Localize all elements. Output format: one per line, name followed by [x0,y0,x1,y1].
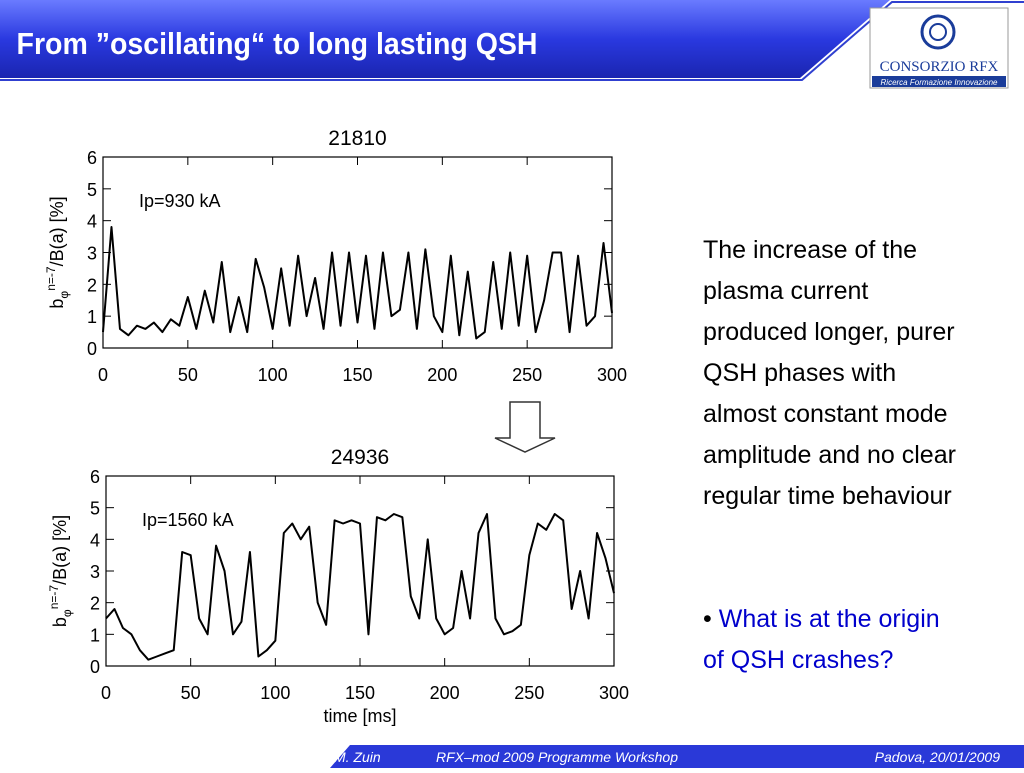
x-tick-label: 250 [514,683,544,703]
plot-frame [105,475,615,667]
body-text: plasma current [703,277,868,305]
bullet-text: • What is at the origin [703,605,940,633]
x-tick-label: 100 [258,365,288,385]
y-label-sub: φ [60,609,74,617]
y-tick-label: 6 [87,148,97,168]
y-tick-label: 4 [87,212,97,232]
chart-title: 21810 [328,127,386,150]
x-tick-label: 150 [342,365,372,385]
body-text: amplitude and no clear [703,441,956,469]
x-tick-label: 300 [597,365,627,385]
y-axis-label: bφn=-7/B(a) [%] [44,196,71,308]
x-tick-label: 50 [178,365,198,385]
annotation: Ip=1560 kA [142,510,234,530]
slide-title: From ”oscillating“ to long lasting QSH [17,27,538,61]
y-tick-label: 3 [87,244,97,264]
footer-date: Padova, 20/01/2009 [875,749,1001,765]
body-text: regular time behaviour [703,482,952,510]
y-label-rest: /B(a) [%] [47,196,67,266]
bullet-marker: • [703,605,712,633]
footer-band [330,745,1024,768]
logo-bar [872,76,1006,87]
footer-author: M. Zuin [334,749,381,765]
annotation: Ip=930 kA [139,191,221,211]
y-tick-label: 6 [90,467,100,487]
y-tick-label: 0 [87,339,97,359]
data-line [102,226,613,340]
logo-mark [920,14,956,50]
y-tick-label: 2 [87,275,97,295]
y-tick-label: 4 [90,530,100,550]
x-tick-label: 100 [260,683,290,703]
chart-title: 24936 [331,446,389,469]
y-tick-label: 2 [90,594,100,614]
y-tick-label: 5 [90,499,100,519]
x-tick-label: 200 [427,365,457,385]
x-tick-label: 200 [430,683,460,703]
y-label-sub: φ [57,291,71,299]
bullet-line: of QSH crashes? [703,646,893,674]
y-label-sup: n=-7 [47,585,61,610]
x-tick-label: 150 [345,683,375,703]
logo-name: CONSORZIO RFX [880,59,999,75]
x-tick-label: 300 [599,683,629,703]
body-text: The increase of the [703,236,917,264]
body-text: almost constant mode [703,400,948,428]
y-tick-label: 3 [90,562,100,582]
footer-event: RFX–mod 2009 Programme Workshop [436,749,678,765]
x-tick-label: 250 [512,365,542,385]
x-tick-label: 50 [181,683,201,703]
x-axis-label: time [ms] [323,706,396,726]
y-tick-label: 5 [87,180,97,200]
y-label-base: b [50,617,70,627]
y-tick-label: 1 [90,625,100,645]
body-text: produced longer, purer [703,318,955,346]
down-arrow [494,401,556,453]
x-tick-label: 0 [98,365,108,385]
body-text: QSH phases with [703,359,896,387]
y-axis-label: bφn=-7/B(a) [%] [47,515,74,627]
bullet-text: of QSH crashes? [703,646,893,674]
logo-tagline: Ricerca Formazione Innovazione [881,78,998,87]
x-tick-label: 0 [101,683,111,703]
y-label-sup: n=-7 [44,266,58,291]
y-tick-label: 0 [90,657,100,677]
bullet-line: What is at the origin [719,605,940,633]
data-line [105,513,615,661]
y-tick-label: 1 [87,307,97,327]
logo-mark [929,23,947,41]
header-line [0,1,1024,81]
y-label-rest: /B(a) [%] [50,515,70,585]
y-label-base: b [47,299,67,309]
header-band [0,0,890,78]
